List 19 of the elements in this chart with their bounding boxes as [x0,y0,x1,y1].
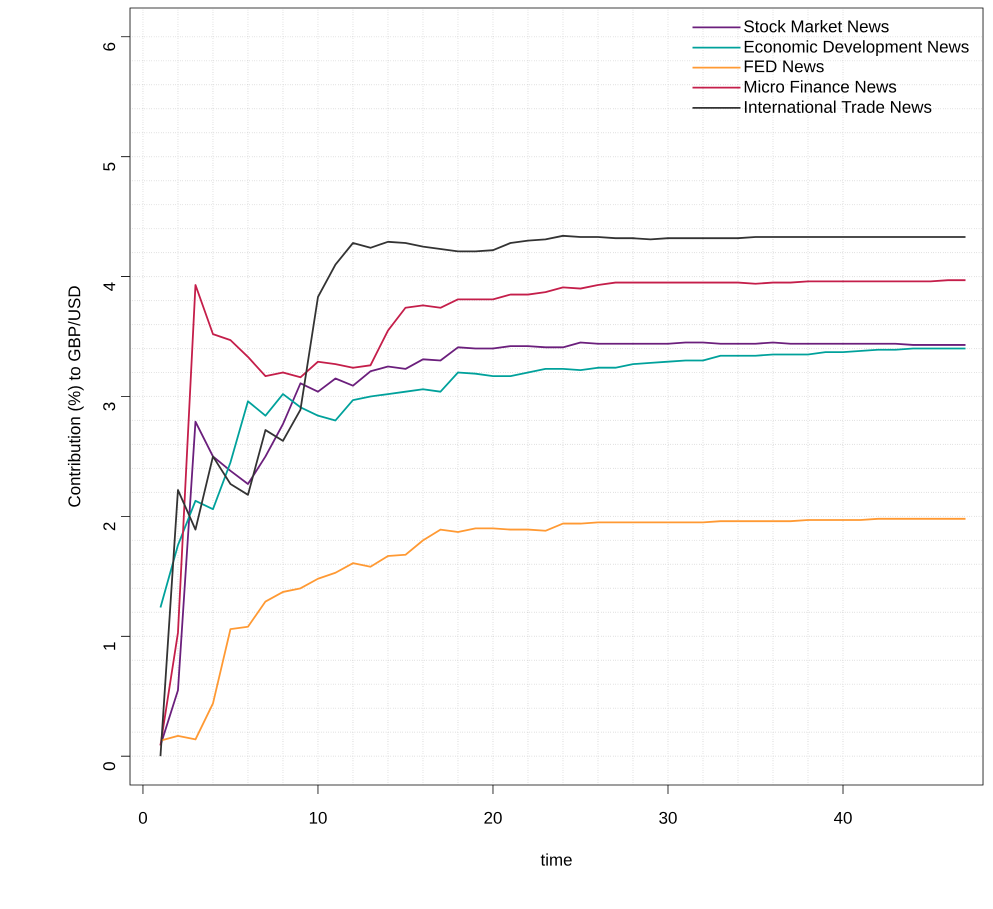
x-tick-label: 30 [659,812,677,824]
legend-label: Stock Market News [744,20,889,32]
x-tick-label: 40 [834,812,852,824]
y-tick-label: 2 [103,522,116,530]
y-tick-label: 0 [103,762,116,770]
x-tick-label: 0 [138,812,148,824]
y-tick-label: 4 [104,282,116,291]
legend-label: International Trade News [744,100,932,113]
x-axis-title: time [540,853,572,866]
legend-label: Economic Development News [744,40,969,56]
y-tick-label: 1 [104,642,116,650]
x-tick-label: 10 [310,812,327,824]
y-tick-label: 5 [103,162,116,171]
y-axis-title: Contribution (%) to GBP/USD [68,286,84,507]
legend-label: FED News [744,60,824,72]
y-tick-label: 6 [103,42,116,51]
legend-label: Micro Finance News [744,80,896,93]
x-tick-label: 20 [484,812,502,824]
y-tick-label: 3 [103,402,116,411]
